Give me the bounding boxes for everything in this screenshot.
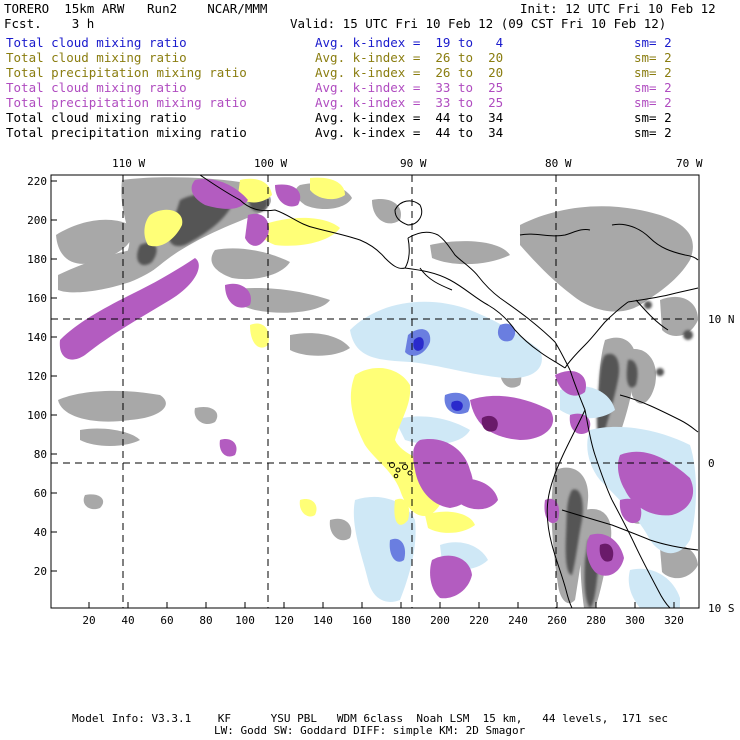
bottom-tick: 320 [664, 614, 684, 627]
field-sm: sm= 2 [634, 35, 672, 50]
field-sm: sm= 2 [634, 80, 672, 95]
bottom-tick: 60 [160, 614, 173, 627]
field-row-6: Total precipitation mixing ratio [6, 126, 247, 140]
field-name: Total precipitation mixing ratio [6, 125, 247, 140]
field-row-3: Total cloud mixing ratio [6, 81, 187, 95]
org-name: NCAR/MMM [207, 1, 268, 16]
field-kindex: Avg. k-index = 33 to 25 [315, 80, 504, 95]
field-kindex: Avg. k-index = 44 to 34 [315, 110, 504, 125]
bottom-tick: 20 [82, 614, 95, 627]
left-tick: 100 [27, 409, 47, 422]
bottom-tick: 140 [313, 614, 333, 627]
bottom-tick: 240 [508, 614, 528, 627]
title-line: TORERO 15km ARW Run2 NCAR/MMM [4, 2, 267, 16]
forecast-line: Fcst. 3 h [4, 17, 94, 31]
cloud-shading-dark-purple [481, 415, 614, 562]
bottom-tick: 200 [430, 614, 450, 627]
bottom-tick: 180 [391, 614, 411, 627]
top-label: 80 W [545, 157, 572, 170]
field-sm: sm= 2 [634, 125, 672, 140]
left-tick: 40 [34, 526, 47, 539]
galapagos-islands [389, 462, 413, 479]
left-tick: 20 [34, 565, 47, 578]
bottom-tick: 220 [469, 614, 489, 627]
axis-labels: 110 W 100 W 90 W 80 W 70 W 10 N 0 10 S 2… [27, 157, 734, 627]
physics-info-line: LW: Godd SW: Goddard DIFF: simple KM: 2D… [214, 724, 526, 737]
bottom-tick: 40 [121, 614, 134, 627]
field-row-2: Total precipitation mixing ratio [6, 66, 247, 80]
bottom-tick: 260 [547, 614, 567, 627]
field-name: Total cloud mixing ratio [6, 50, 187, 65]
field-row-5: Total cloud mixing ratio [6, 111, 187, 125]
top-label: 90 W [400, 157, 427, 170]
left-tick: 80 [34, 448, 47, 461]
right-label: 0 [708, 457, 715, 470]
left-tick: 200 [27, 214, 47, 227]
bottom-tick: 280 [586, 614, 606, 627]
top-label: 110 W [112, 157, 145, 170]
field-kindex: Avg. k-index = 26 to 20 [315, 65, 504, 80]
left-tick: 140 [27, 331, 47, 344]
lat-lon-grid [51, 175, 699, 608]
model-info-line: Model Info: V3.3.1 KF YSU PBL WDM 6class… [72, 712, 669, 725]
map-plot-area [51, 175, 699, 608]
left-tick: 160 [27, 292, 47, 305]
top-label: 100 W [254, 157, 287, 170]
field-sm: sm= 2 [634, 110, 672, 125]
top-label: 70 W [676, 157, 703, 170]
field-row-4: Total precipitation mixing ratio [6, 96, 247, 110]
left-tick: 220 [27, 175, 47, 188]
left-tick: 180 [27, 253, 47, 266]
bottom-tick: 80 [199, 614, 212, 627]
fcst-value: 3 h [71, 16, 95, 31]
field-sm: sm= 2 [634, 50, 672, 65]
fcst-label: Fcst. [4, 16, 42, 31]
bottom-tick: 300 [625, 614, 645, 627]
field-kindex: Avg. k-index = 26 to 20 [315, 50, 504, 65]
bottom-tick: 120 [274, 614, 294, 627]
bottom-tick: 160 [352, 614, 372, 627]
valid-time: Valid: 15 UTC Fri 10 Feb 12 (09 CST Fri … [290, 16, 667, 31]
left-tick: 60 [34, 487, 47, 500]
field-row-0: Total cloud mixing ratio [6, 36, 187, 50]
field-kindex: Avg. k-index = 44 to 34 [315, 125, 504, 140]
cloud-shading-purple [59, 179, 694, 599]
right-label: 10 S [708, 602, 735, 615]
field-kindex: Avg. k-index = 19 to 4 [315, 35, 504, 50]
init-time: Init: 12 UTC Fri 10 Feb 12 [520, 1, 716, 16]
left-tick: 120 [27, 370, 47, 383]
right-label: 10 N [708, 313, 735, 326]
cloud-shading-dark-blue [413, 337, 463, 411]
model-name: TORERO [4, 1, 50, 16]
bottom-tick: 100 [235, 614, 255, 627]
field-sm: sm= 2 [634, 65, 672, 80]
run-name: Run2 [147, 1, 178, 16]
field-name: Total precipitation mixing ratio [6, 95, 247, 110]
field-sm: sm= 2 [634, 95, 672, 110]
field-name: Total precipitation mixing ratio [6, 65, 247, 80]
map-frame [50, 174, 700, 609]
field-name: Total cloud mixing ratio [6, 35, 187, 50]
axis-ticks [51, 180, 675, 608]
field-row-1: Total cloud mixing ratio [6, 51, 187, 65]
field-kindex: Avg. k-index = 33 to 25 [315, 95, 504, 110]
coastlines [199, 175, 699, 608]
field-name: Total cloud mixing ratio [6, 80, 187, 95]
grid-size: 15km ARW [64, 1, 125, 16]
field-name: Total cloud mixing ratio [6, 110, 187, 125]
